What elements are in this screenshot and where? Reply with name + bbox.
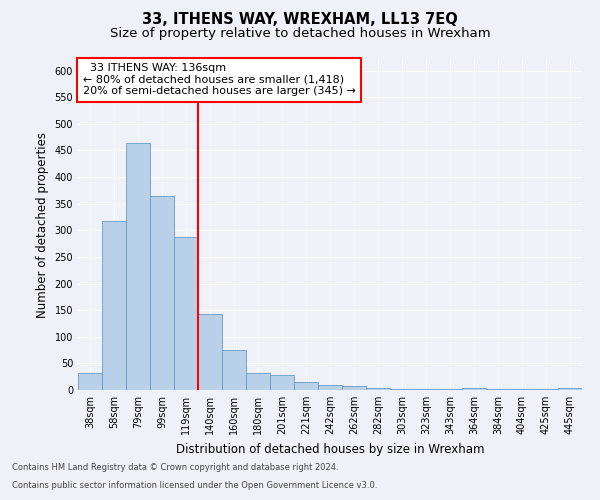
Text: Size of property relative to detached houses in Wrexham: Size of property relative to detached ho… bbox=[110, 28, 490, 40]
Text: Contains HM Land Registry data © Crown copyright and database right 2024.: Contains HM Land Registry data © Crown c… bbox=[12, 464, 338, 472]
Bar bbox=[102, 222, 126, 390]
Bar bbox=[318, 385, 342, 390]
Bar bbox=[390, 389, 414, 390]
Text: Distribution of detached houses by size in Wrexham: Distribution of detached houses by size … bbox=[176, 442, 484, 456]
Bar bbox=[294, 382, 318, 390]
Y-axis label: Number of detached properties: Number of detached properties bbox=[36, 132, 49, 318]
Bar bbox=[174, 237, 198, 390]
Text: 33 ITHENS WAY: 136sqm  
← 80% of detached houses are smaller (1,418)
20% of semi: 33 ITHENS WAY: 136sqm ← 80% of detached … bbox=[83, 64, 356, 96]
Bar bbox=[126, 142, 150, 390]
Bar bbox=[438, 389, 462, 390]
Bar bbox=[150, 196, 174, 390]
Bar bbox=[558, 388, 582, 390]
Bar bbox=[198, 314, 222, 390]
Bar bbox=[222, 350, 246, 390]
Bar bbox=[366, 388, 390, 390]
Bar bbox=[342, 386, 366, 390]
Bar bbox=[78, 373, 102, 390]
Bar bbox=[270, 374, 294, 390]
Text: Contains public sector information licensed under the Open Government Licence v3: Contains public sector information licen… bbox=[12, 481, 377, 490]
Bar bbox=[462, 388, 486, 390]
Text: 33, ITHENS WAY, WREXHAM, LL13 7EQ: 33, ITHENS WAY, WREXHAM, LL13 7EQ bbox=[142, 12, 458, 28]
Bar bbox=[246, 373, 270, 390]
Bar bbox=[414, 389, 438, 390]
